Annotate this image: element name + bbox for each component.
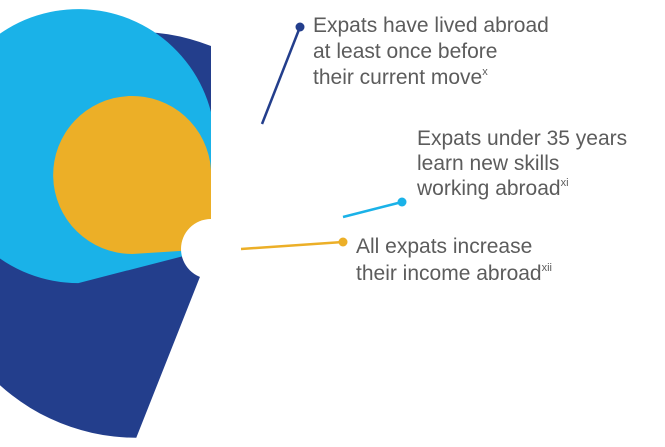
center-hole (181, 219, 241, 279)
leader-dot-1 (295, 22, 305, 32)
annotation-1: Expats have lived abroad at least once be… (313, 14, 549, 89)
annotation-2: Expats under 35 years learn new skills wor… (416, 127, 627, 200)
leader-line-1 (260, 26, 302, 125)
pct-label-3: 74% (237, 218, 285, 242)
pct-label-2: 71% (281, 176, 329, 200)
leader-line-2 (342, 200, 403, 219)
leader-dot-3 (338, 237, 348, 247)
annotation-3: All expats increase their income abroadxi… (356, 235, 552, 285)
ring-sector-3 (53, 95, 211, 254)
leader-line-3 (240, 240, 344, 251)
leader-dot-2 (397, 197, 407, 207)
pct-label-1: 56% (276, 83, 324, 107)
